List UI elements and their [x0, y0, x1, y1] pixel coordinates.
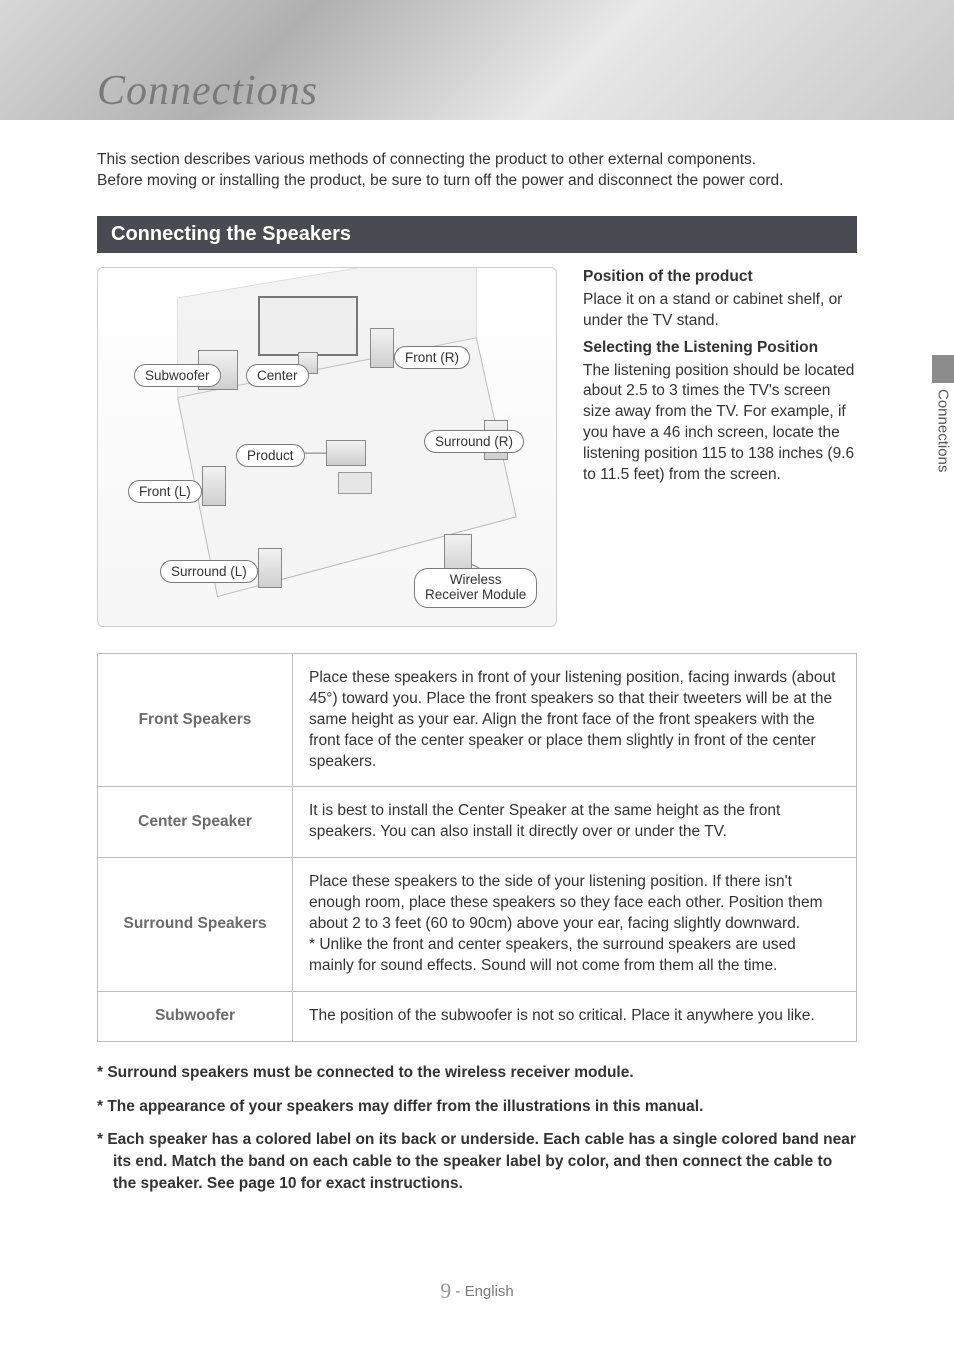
front-l-shape	[202, 466, 226, 506]
label-center: Center	[246, 364, 309, 387]
intro-line-1: This section describes various methods o…	[97, 150, 857, 171]
label-front-r: Front (R)	[394, 346, 470, 369]
label-wrm-l2: Receiver Module	[425, 587, 526, 603]
row-desc: Place these speakers to the side of your…	[293, 858, 857, 992]
row-desc: Place these speakers in front of your li…	[293, 653, 857, 787]
row-label: Center Speaker	[98, 787, 293, 858]
label-wrm: Wireless Receiver Module	[414, 568, 537, 608]
footer: 9 - English	[0, 1278, 954, 1304]
header-gradient: Connections	[0, 0, 954, 120]
table-row: Subwoofer The position of the subwoofer …	[98, 991, 857, 1041]
section-heading: Connecting the Speakers	[97, 216, 857, 253]
label-front-l: Front (L)	[128, 480, 202, 503]
row-label: Front Speakers	[98, 653, 293, 787]
tv-shape	[258, 296, 358, 356]
front-r-shape	[370, 328, 394, 368]
page-title: Connections	[97, 67, 318, 115]
rc-para-2: The listening position should be located…	[583, 361, 857, 487]
row-label: Surround Speakers	[98, 858, 293, 992]
label-product: Product	[236, 444, 305, 467]
note-1: * Surround speakers must be connected to…	[97, 1062, 857, 1084]
note-2: * The appearance of your speakers may di…	[97, 1096, 857, 1118]
table-row: Surround Speakers Place these speakers t…	[98, 858, 857, 992]
label-surround-r: Surround (R)	[424, 430, 524, 453]
intro-text: This section describes various methods o…	[97, 150, 857, 192]
table-row: Front Speakers Place these speakers in f…	[98, 653, 857, 787]
right-column: Position of the product Place it on a st…	[583, 267, 857, 627]
rc-para-1: Place it on a stand or cabinet shelf, or…	[583, 290, 857, 332]
note-3: * Each speaker has a colored label on it…	[97, 1129, 857, 1194]
table-row: Center Speaker It is best to install the…	[98, 787, 857, 858]
page-number: 9	[440, 1278, 451, 1303]
intro-line-2: Before moving or installing the product,…	[97, 171, 857, 192]
label-subwoofer: Subwoofer	[134, 364, 221, 387]
rc-heading-1: Position of the product	[583, 267, 857, 288]
speaker-table: Front Speakers Place these speakers in f…	[97, 653, 857, 1042]
footer-lang: - English	[451, 1283, 514, 1300]
product-shape	[326, 440, 366, 466]
row-label: Subwoofer	[98, 991, 293, 1041]
speaker-layout-diagram: Subwoofer Center Front (R) Surround (R) …	[97, 267, 557, 627]
surround-l-shape	[258, 548, 282, 588]
label-surround-l: Surround (L)	[160, 560, 258, 583]
row-desc: It is best to install the Center Speaker…	[293, 787, 857, 858]
receiver-icon	[338, 472, 372, 494]
rc-heading-2: Selecting the Listening Position	[583, 338, 857, 359]
row-desc: The position of the subwoofer is not so …	[293, 991, 857, 1041]
notes: * Surround speakers must be connected to…	[97, 1062, 857, 1194]
label-wrm-l1: Wireless	[425, 572, 526, 588]
